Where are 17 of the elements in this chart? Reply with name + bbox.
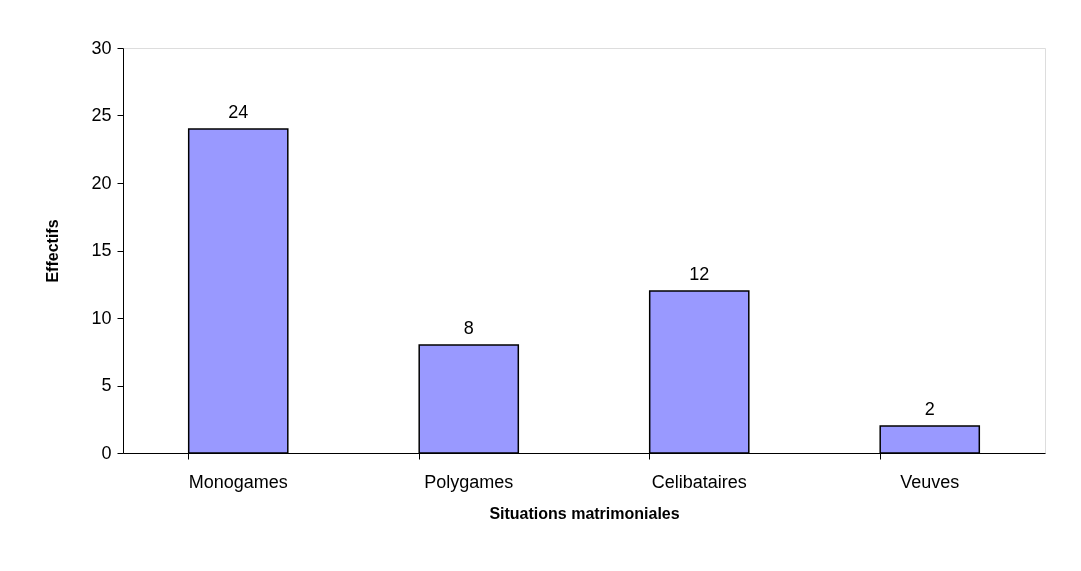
y-tick-label: 20 bbox=[91, 172, 112, 193]
data-label: 8 bbox=[463, 318, 474, 338]
y-tick-label: 0 bbox=[101, 442, 112, 463]
x-tick-label: Celibataires bbox=[651, 471, 747, 492]
y-tick-label: 30 bbox=[91, 37, 112, 58]
x-tick-label: Veuves bbox=[900, 471, 960, 492]
x-axis-title: Situations matrimoniales bbox=[489, 504, 680, 522]
y-axis-title: Effectifs bbox=[44, 219, 62, 283]
y-tick-label: 15 bbox=[91, 240, 112, 260]
data-label: 2 bbox=[924, 399, 935, 419]
data-label: 24 bbox=[228, 102, 249, 122]
y-tick-label: 25 bbox=[91, 105, 112, 125]
x-tick-label: Monogames bbox=[188, 471, 288, 492]
y-tick-label: 5 bbox=[101, 375, 112, 395]
data-label: 12 bbox=[689, 264, 710, 284]
x-tick-label: Polygames bbox=[424, 471, 514, 492]
y-tick-label: 10 bbox=[91, 307, 112, 328]
